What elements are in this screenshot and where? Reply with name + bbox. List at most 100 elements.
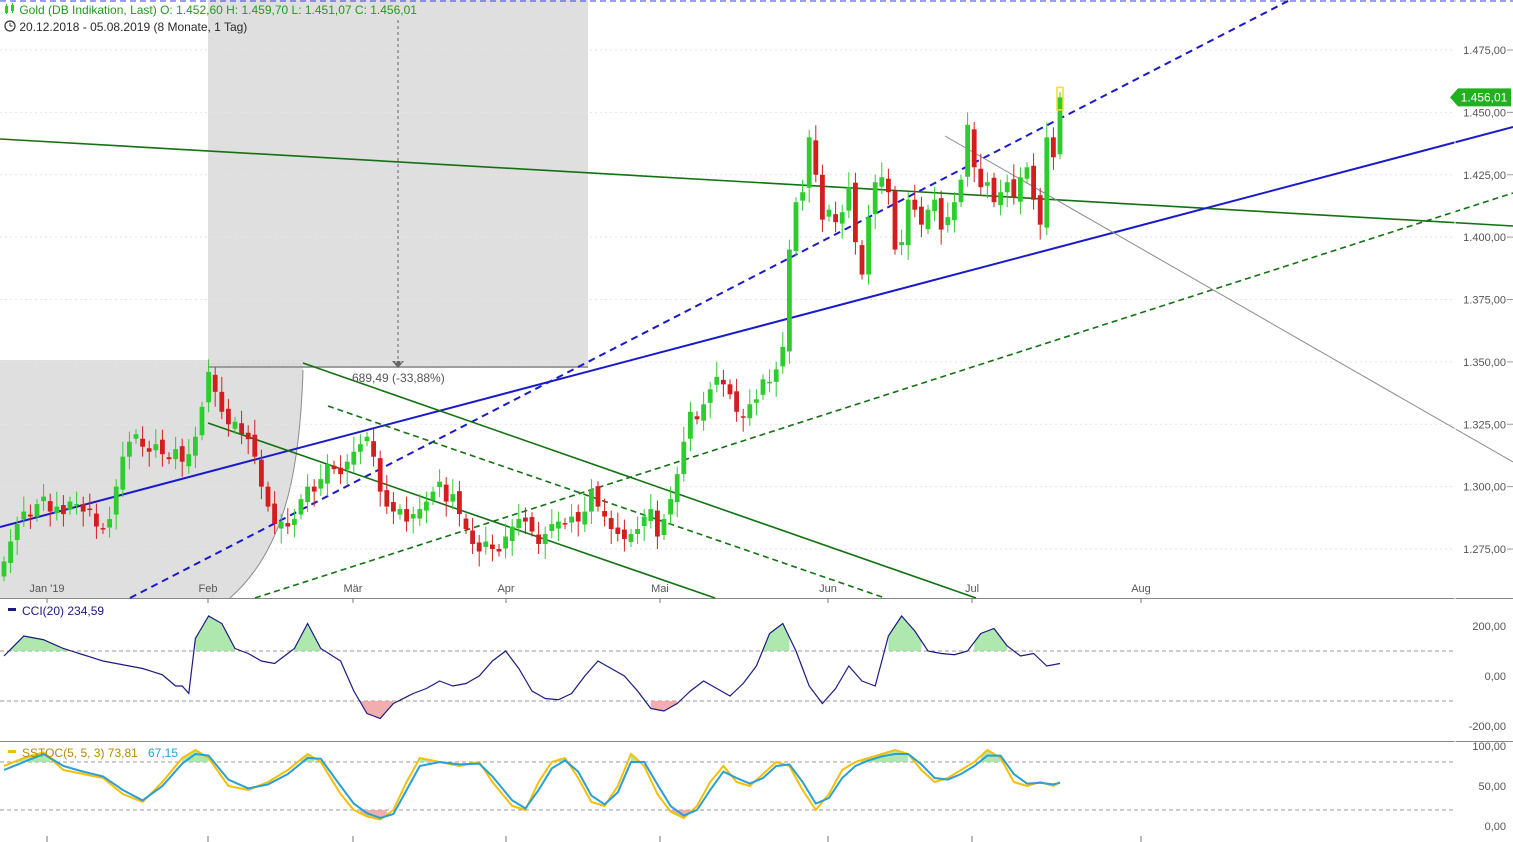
candle [272,491,277,535]
cci-legend-swatch [8,608,16,611]
candle [589,479,594,525]
candle-body [793,202,799,252]
candle-body [21,511,27,520]
cci-line [3,615,1061,720]
candle-body [542,534,548,545]
candle [206,359,211,413]
y-tick-label: 1.325,00 [1463,419,1506,431]
candle-body [285,523,291,527]
candle [8,529,13,573]
candle [859,240,865,280]
stoch-tick-label: 50,00 [1478,781,1506,793]
candle [767,369,772,393]
candle-body [28,514,33,517]
axis-layer: Jan '19 Feb Mär Apr Mai Jun Jul Aug 1.275,00 1.30… [29,0,1513,842]
price-tag [1450,88,1511,107]
candle [602,498,607,527]
candle [318,464,324,497]
y-tick-label: 1.425,00 [1463,170,1506,182]
candle-body [265,486,271,507]
candle-body [325,464,330,484]
stoch-tick-label: 0,00 [1485,821,1506,833]
candle-body [919,206,924,225]
candle [569,504,574,533]
candle [608,510,614,545]
candle [892,185,898,255]
candle [311,479,317,507]
candle [430,486,436,506]
candle-body [331,465,337,470]
candle [1011,164,1017,205]
x-tick-label: Mär [344,583,363,595]
candle-body [67,501,73,510]
candle-body [998,192,1003,206]
candle-body [800,192,805,201]
candle [410,506,416,534]
candle [674,466,680,518]
cci-overbought-fill [294,623,321,651]
candle [127,431,132,470]
stoch-legend-swatch [8,750,16,753]
candle [813,125,819,183]
candle-body [437,481,442,488]
candle-body [727,384,733,395]
candle-body [661,519,667,536]
candle [476,535,482,567]
candle [1031,153,1036,210]
candle-body [232,421,238,429]
candle-body [899,242,904,246]
candle [615,512,621,542]
candle [958,174,964,208]
candle [305,474,310,513]
candle-body [978,168,984,188]
candle-body [397,509,403,515]
candle [133,429,139,444]
candle-body [892,190,898,250]
cci-overbought-fill [888,616,922,651]
candle-body [589,489,594,512]
candle [186,439,192,474]
candle-body [905,199,911,246]
candle [641,509,647,542]
candle-body [424,501,429,511]
candle [945,202,951,233]
candle-body [443,484,449,502]
candle-body [496,549,502,552]
blue-channel-dashed [129,0,1291,599]
candle-body [674,474,680,503]
candle [721,369,726,397]
candle-body [292,519,297,526]
candle [925,204,931,235]
candle-body [866,217,871,275]
candle-body [133,434,139,439]
candle-body [971,129,977,168]
candle [21,496,27,528]
instrument-name[interactable]: Gold (DB Indikation, Last) [19,3,157,17]
candle-body [384,490,390,507]
cci-overbought-fill [10,636,71,651]
y-tick-label: 1.300,00 [1463,482,1506,494]
period-label: (8 Monate, 1 Tag) [153,20,248,34]
candle [265,481,271,512]
candle-body [278,521,284,529]
candle [866,204,871,285]
candle-body [8,541,13,563]
date-range[interactable]: 20.12.2018 - 05.08.2019 [19,20,151,34]
candle [1057,92,1063,160]
candle-body [523,517,528,522]
candle-body [34,504,40,517]
candle-body [536,534,541,545]
cci-tick-label: 200,00 [1472,621,1506,633]
candle [575,504,581,537]
candle [872,174,878,230]
indicator-layer [0,615,1455,821]
y-tick-label: 1.475,00 [1463,45,1506,57]
candle [34,499,40,522]
stoch-d-line [3,752,1061,820]
candle-body [556,521,561,529]
candle-body [806,137,812,188]
candle [496,544,502,557]
candle [787,239,792,364]
candle [331,460,337,475]
candle-body [575,512,581,522]
